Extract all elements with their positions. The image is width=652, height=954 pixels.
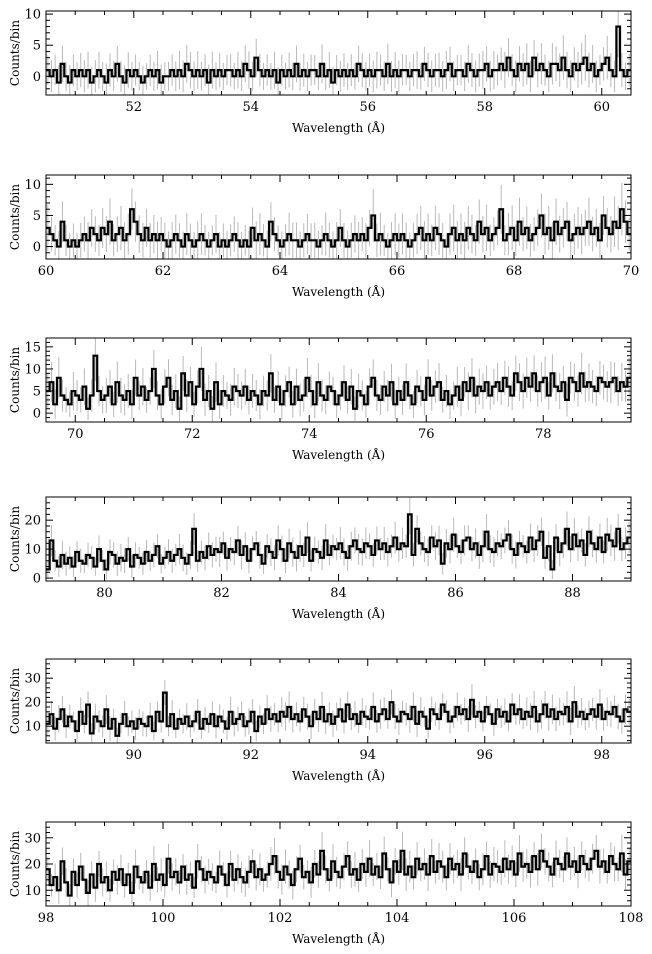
x-tick-label: 76 [418, 427, 435, 442]
error-bars [47, 831, 630, 906]
x-tick-label: 84 [330, 586, 347, 601]
x-tick-label: 104 [385, 911, 410, 926]
y-tick-label: 20 [24, 514, 41, 529]
y-axis-label: Counts/bin [8, 668, 22, 734]
y-tick-label: 5 [33, 385, 41, 400]
y-axis-label: Counts/bin [8, 184, 22, 250]
error-bars [47, 11, 630, 95]
y-tick-label: 10 [24, 8, 41, 23]
y-tick-label: 10 [24, 178, 41, 193]
x-tick-label: 72 [184, 427, 201, 442]
y-axis-label: Counts/bin [8, 20, 22, 86]
y-axis-label: Counts/bin [8, 347, 22, 413]
plot-frame [45, 10, 632, 96]
y-tick-label: 0 [33, 407, 41, 422]
x-tick-label: 62 [155, 264, 172, 279]
x-tick-label: 82 [213, 586, 230, 601]
x-tick-label: 80 [96, 586, 113, 601]
x-tick-label: 68 [506, 264, 523, 279]
x-tick-label: 106 [502, 911, 527, 926]
y-tick-label: 20 [24, 696, 41, 711]
y-tick-label: 5 [33, 39, 41, 54]
counts-histogram [46, 354, 631, 410]
y-tick-label: 0 [33, 70, 41, 85]
x-tick-label: 60 [38, 264, 55, 279]
spectrum-panel-5: 90 92 94 96 98 10 20 30 Wavelength (Å) Counts/bin [8, 658, 632, 783]
x-axis-label: Wavelength (Å) [292, 120, 385, 135]
y-tick-label: 10 [24, 543, 41, 558]
x-tick-label: 60 [593, 100, 610, 115]
y-tick-label: 30 [24, 672, 41, 687]
x-axis-label: Wavelength (Å) [292, 931, 385, 946]
y-tick-label: 0 [33, 572, 41, 587]
counts-histogram [46, 513, 631, 571]
x-axis-label: Wavelength (Å) [292, 606, 385, 621]
x-tick-label: 70 [67, 427, 84, 442]
x-axis-label: Wavelength (Å) [292, 768, 385, 783]
y-tick-label: 10 [24, 362, 41, 377]
x-tick-label: 58 [476, 100, 493, 115]
counts-histogram [46, 208, 631, 248]
spectrum-panel-1: 52 54 56 58 60 0 5 10 Wavelength (Å) Counts/bin [8, 8, 632, 135]
y-tick-label: 0 [33, 240, 41, 255]
spectrum-panel-2: 60 62 64 66 68 70 0 5 10 Wavelength (Å) Counts/bin [8, 174, 640, 299]
x-tick-label: 88 [564, 586, 581, 601]
y-tick-label: 10 [24, 884, 41, 899]
x-tick-label: 100 [151, 911, 176, 926]
x-tick-label: 86 [447, 586, 464, 601]
error-bars [47, 338, 630, 422]
counts-histogram [46, 25, 631, 84]
x-tick-label: 98 [593, 748, 610, 763]
y-tick-label: 10 [24, 720, 41, 735]
x-tick-label: 108 [619, 911, 644, 926]
y-tick-label: 20 [24, 858, 41, 873]
x-tick-label: 66 [389, 264, 406, 279]
x-axis-label: Wavelength (Å) [292, 447, 385, 462]
x-tick-label: 94 [359, 748, 376, 763]
x-tick-label: 64 [272, 264, 289, 279]
x-tick-label: 70 [623, 264, 640, 279]
x-tick-label: 96 [476, 748, 493, 763]
x-tick-label: 54 [242, 100, 259, 115]
y-axis-label: Counts/bin [8, 831, 22, 897]
counts-histogram [46, 849, 631, 897]
x-axis-label: Wavelength (Å) [292, 284, 385, 299]
x-tick-label: 98 [38, 911, 55, 926]
x-tick-label: 74 [301, 427, 318, 442]
counts-histogram [46, 691, 631, 737]
spectrum-panel-3: 70 72 74 76 78 0 5 10 15 Wavelength (Å) Counts/bin [8, 337, 632, 462]
spectrum-panel-6: 98 100 102 104 106 108 10 20 30 Wavelength (Å) Cou… [8, 821, 644, 946]
x-tick-label: 92 [242, 748, 259, 763]
y-tick-label: 5 [33, 209, 41, 224]
x-tick-label: 78 [535, 427, 552, 442]
y-tick-label: 15 [24, 340, 41, 355]
y-tick-label: 30 [24, 831, 41, 846]
plot-frame [45, 658, 632, 744]
x-tick-label: 90 [125, 748, 142, 763]
y-axis-label: Counts/bin [8, 506, 22, 572]
x-tick-label: 56 [359, 100, 376, 115]
x-tick-label: 52 [125, 100, 142, 115]
spectrum-panel-4: 80 82 84 86 88 0 10 20 Wavelength (Å) Counts/bin [8, 496, 632, 621]
x-tick-label: 102 [268, 911, 293, 926]
error-bars [47, 497, 630, 581]
